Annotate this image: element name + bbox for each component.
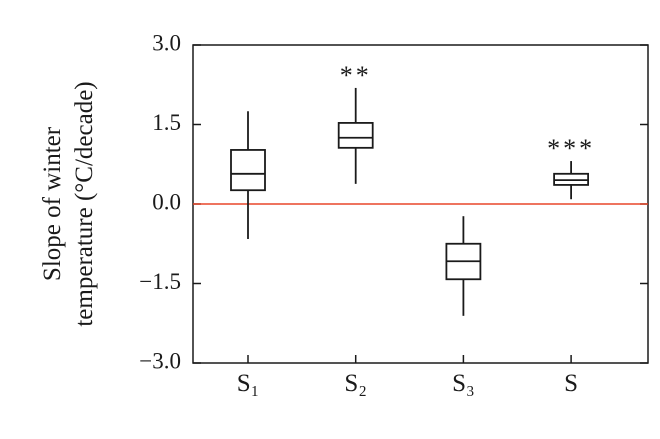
x-tick-label: S₃	[452, 370, 475, 397]
x-tick-label: S	[564, 370, 578, 397]
x-tick-label: S₁	[237, 370, 260, 397]
box	[337, 122, 374, 149]
y-tick-label: 3.0	[152, 30, 181, 55]
significance-label: ***	[547, 134, 595, 163]
y-tick-label: −3.0	[139, 348, 181, 373]
y-tick-label: −1.5	[139, 269, 181, 294]
x-tick-label: S₂	[344, 370, 367, 397]
y-axis-label: Slope of winter	[39, 126, 66, 281]
y-tick-label: 1.5	[152, 110, 181, 135]
box	[230, 149, 266, 192]
y-axis-label: temperature (°C/decade)	[71, 81, 98, 326]
significance-label: **	[340, 61, 372, 90]
y-tick-label: 0.0	[152, 189, 181, 214]
